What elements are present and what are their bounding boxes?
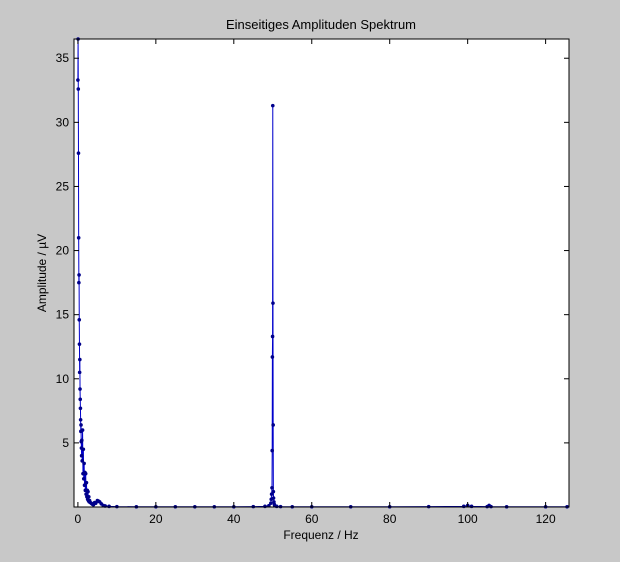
data-point <box>469 504 474 509</box>
ticks-layer: 0 20 40 60 80 100 120 5 10 15 20 25 30 35 <box>56 39 569 526</box>
data-point <box>76 78 80 82</box>
data-point <box>270 448 274 453</box>
x-tick-label: 40 <box>227 512 241 526</box>
x-tick-label: 60 <box>305 512 319 526</box>
y-tick-label: 35 <box>56 51 70 65</box>
data-point <box>81 447 86 452</box>
data-point <box>269 501 273 505</box>
y-tick-label: 5 <box>62 436 69 450</box>
data-point <box>269 492 274 496</box>
data-point <box>78 357 82 362</box>
data-point <box>270 485 274 490</box>
x-axis-label: Frequenz / Hz <box>283 528 358 542</box>
y-tick-label: 25 <box>56 179 70 193</box>
y-tick-label: 30 <box>56 115 70 129</box>
data-point <box>80 459 84 463</box>
data-point <box>76 87 81 91</box>
data-point <box>77 318 82 322</box>
data-point <box>76 151 81 155</box>
data-point <box>81 476 86 481</box>
data-point <box>87 494 91 499</box>
data-point <box>82 461 86 466</box>
data-point <box>271 423 275 427</box>
data-point <box>78 418 83 422</box>
data-point <box>78 406 83 411</box>
data-point <box>271 301 275 305</box>
data-point <box>107 504 111 509</box>
data-point <box>77 370 82 375</box>
y-tick-label: 15 <box>56 308 70 322</box>
data-point <box>77 273 81 277</box>
data-point <box>83 471 88 476</box>
data-point <box>86 489 90 494</box>
data-point <box>461 504 466 509</box>
data-point <box>77 342 82 346</box>
data-point <box>270 355 275 359</box>
data-point <box>271 489 276 494</box>
data-point <box>79 423 83 427</box>
data-point <box>76 235 81 240</box>
data-point <box>78 387 82 391</box>
x-tick-label: 100 <box>458 512 478 526</box>
data-point <box>274 504 279 509</box>
data-point <box>79 453 84 458</box>
axes-frame <box>73 38 570 508</box>
data-point <box>270 334 275 339</box>
data-point <box>77 280 81 285</box>
x-tick-label: 20 <box>149 512 163 526</box>
data-point <box>270 103 275 108</box>
chart-title: Einseitiges Amplituden Spektrum <box>226 17 416 32</box>
y-tick-label: 20 <box>56 244 70 258</box>
y-tick-label: 10 <box>56 372 70 386</box>
x-tick-label: 80 <box>383 512 397 526</box>
plot-area <box>74 39 569 507</box>
data-layer <box>76 37 569 509</box>
data-point <box>271 496 276 500</box>
data-point <box>79 438 84 443</box>
data-point <box>80 428 85 432</box>
x-tick-label: 120 <box>536 512 556 526</box>
data-point <box>84 480 89 485</box>
data-point <box>263 504 267 509</box>
data-point <box>78 397 83 402</box>
data-point <box>82 483 87 488</box>
y-axis-label: Amplitude / µV <box>35 234 49 312</box>
x-tick-label: 0 <box>75 512 82 526</box>
